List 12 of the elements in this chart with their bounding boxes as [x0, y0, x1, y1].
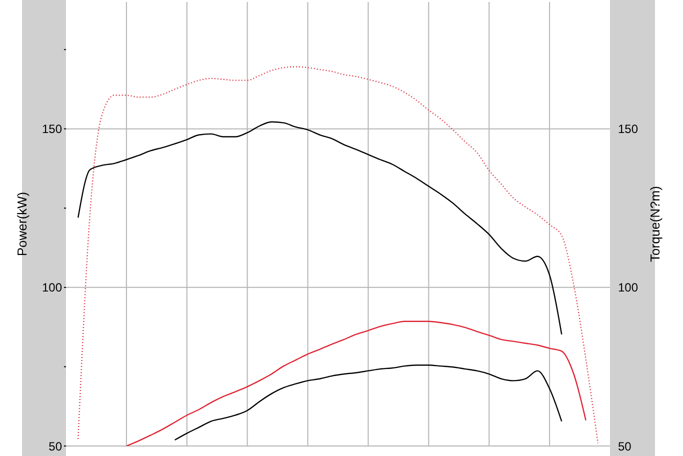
y-tick-label: 50 [48, 439, 62, 454]
y2-axis-title: Torque(N?m) [648, 186, 663, 262]
line-series [77, 121, 562, 335]
y-axis-title: Power(kW) [14, 192, 30, 256]
y2-tick-label: 100 [618, 280, 638, 295]
y2-tick-label: 150 [618, 122, 638, 136]
y-tick-label: 150 [42, 122, 62, 136]
y2-tick-label: 50 [618, 439, 632, 454]
line-series [77, 66, 599, 444]
line-series [174, 364, 562, 441]
y-tick-label: 100 [42, 280, 62, 295]
line-series [126, 320, 586, 446]
